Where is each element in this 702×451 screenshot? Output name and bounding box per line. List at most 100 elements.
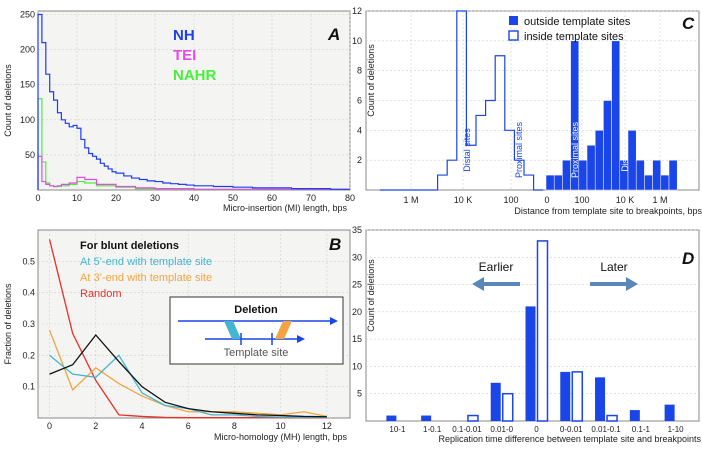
panel-b-series-line	[49, 333, 327, 418]
panel-c-y-axis-label: Count of deletions	[366, 44, 376, 117]
panel-c-bar	[652, 159, 662, 191]
panel-b-y-tick-label: 0.4	[22, 288, 35, 298]
panel-a-y-axis-label: Count of deletions	[3, 64, 13, 137]
panel-c-x-tick-label: 1 M	[403, 195, 418, 205]
panel-d-x-tick-label: 0.01-0	[490, 425, 513, 434]
panel-d-y-tick-label: 15	[352, 334, 362, 344]
panel-d-y-tick-label: 20	[352, 307, 362, 317]
panel-d-letter: D	[682, 249, 694, 268]
panel-d-bar	[571, 371, 584, 422]
panel-b-inset-arrow-head	[330, 317, 338, 325]
panel-b-inset-box	[169, 296, 344, 365]
panel-b-legend-entry: At 3’-end with template site	[80, 272, 212, 284]
panel-d-bar	[606, 414, 618, 422]
panel-b-inset-title: Deletion	[234, 304, 278, 316]
panel-b-inset-label: Template site	[224, 347, 289, 359]
panel-b-y-axis-label: Fraction of deletions	[3, 283, 13, 365]
panel-d-x-axis-label: Replication time difference between temp…	[439, 434, 702, 444]
panel-b-inset-5prime-band	[224, 321, 241, 339]
panel-d-x-tick-label: 0-0.01	[560, 425, 583, 434]
panel-d-bar	[386, 415, 397, 421]
panel-d-bar	[664, 404, 675, 421]
panel-d-y-tick-label: 30	[352, 252, 362, 262]
panel-a-x-tick-label: 80	[345, 193, 355, 203]
panel-d-bar	[490, 382, 501, 421]
panel-c-legend-swatch	[508, 30, 519, 41]
panel-c-x-axis-label: Distance from template site to breakpoin…	[514, 206, 702, 216]
panel-a-x-tick-label: 60	[267, 193, 277, 203]
panel-d-annotation: Later	[600, 260, 627, 274]
panel-a-legend-entry: NAHR	[173, 67, 216, 84]
panel-d-bar	[629, 410, 640, 421]
panel-d-bar	[560, 371, 571, 421]
panel-c-y-tick-label: 8	[357, 66, 362, 76]
panel-d-y-tick-label: 35	[352, 225, 362, 235]
panel-c-bar	[660, 174, 670, 191]
panel-c-bar	[635, 159, 645, 191]
panel-b-x-axis-label: Micro-homology (MH) length, bps	[214, 432, 348, 442]
panel-b-inset: Deletion Template site	[169, 296, 344, 365]
panel-c-bar	[578, 159, 588, 191]
panel-d-bar	[467, 414, 479, 422]
panel-d-x-tick-label: 0	[534, 425, 539, 434]
panel-a-legend-entry: TEI	[173, 47, 196, 64]
panel-d-bar	[421, 415, 432, 421]
panel-b-inset-arrow-head	[297, 335, 305, 343]
panel-d-y-tick-label: 25	[352, 280, 362, 290]
panel-c-bar	[586, 145, 596, 191]
panel-c-annotation: Proximal sites	[570, 121, 580, 178]
panel-d-y-axis-label: Count of deletions	[366, 259, 376, 332]
panel-d-y-tick-label: 10	[352, 361, 362, 371]
panel-a-x-tick-label: 40	[189, 193, 199, 203]
panel-c-y-tick-label: 4	[357, 125, 362, 135]
panel-c-x-tick-label: 0	[544, 195, 549, 205]
panel-c-series-inside	[380, 10, 544, 191]
panel-a-y-tick-label: 250	[20, 10, 35, 20]
panel-a-y-tick-label: 150	[20, 80, 35, 90]
panel-d-bar	[525, 306, 536, 421]
panel-b-y-tick-label: 0.2	[22, 350, 35, 360]
panel-d-later-arrow-head	[626, 277, 638, 291]
panel-d-y-tick-label: 5	[357, 389, 362, 399]
panel-d-earlier-arrow-head	[472, 277, 484, 291]
panel-d-x-tick-label: 1-10	[668, 425, 685, 434]
panel-c-x-tick-label: 100	[503, 195, 518, 205]
panel-c-bar	[611, 40, 621, 191]
panel-c-x-tick-label: 1 M	[652, 195, 667, 205]
panel-d-x-tick-label: 0.1-1	[632, 425, 651, 434]
panel-a-x-tick-label: 50	[228, 193, 238, 203]
panel-c-y-tick-label: 12	[352, 6, 362, 16]
panel-c-legend-entry: outside template sites	[524, 16, 631, 28]
panel-a-x-tick-label: 30	[150, 193, 160, 203]
panel-c-annotation: Proximal sites	[514, 121, 524, 178]
panel-c-bar	[644, 174, 653, 191]
panel-b-x-tick-label: 8	[232, 421, 237, 431]
panel-b-x-tick-label: 2	[93, 421, 98, 431]
panel-a-x-tick-label: 70	[306, 193, 316, 203]
panel-b-x-tick-label: 0	[47, 421, 52, 431]
panel-c-bar	[668, 159, 678, 191]
panel-d-x-tick-label: 0.01-0.1	[591, 425, 621, 434]
panel-a-series-tei	[37, 155, 350, 190]
panel-b-legend-entry: For blunt deletions	[80, 240, 179, 252]
panel-c-legend-entry: inside template sites	[524, 31, 624, 43]
panel-d-bar	[501, 392, 514, 422]
panel-d-x-tick-label: 0.1-0.01	[452, 425, 482, 434]
panel-a-letter: A	[327, 25, 340, 44]
panel-a-y-tick-label: 100	[20, 115, 35, 125]
panel-c-annotation: Distal sites	[462, 128, 472, 172]
panel-d-x-tick-label: 1-0.1	[423, 425, 442, 434]
panel-d: 5 10 15 20 25 30 35 10-1 1-0.1 0.1-0.01 0.01-0 0 0-0…	[352, 225, 702, 444]
panel-a-x-tick-label: 10	[72, 193, 82, 203]
panel-b-x-tick-label: 10	[276, 421, 286, 431]
panel-c-legend-swatch	[509, 16, 518, 25]
panel-a-x-axis-label: Micro-insertion (MI) length, bps	[223, 203, 348, 213]
panel-a-series-nh	[37, 13, 350, 190]
panel-c-bar	[545, 174, 555, 191]
panel-c-bar	[603, 100, 612, 191]
panel-a-x-tick-label: 20	[111, 193, 121, 203]
panel-c-x-tick-label: 10 K	[454, 195, 473, 205]
panel-c-y-tick-label: 6	[357, 96, 362, 106]
panel-a-y-tick-label: 200	[20, 45, 35, 55]
